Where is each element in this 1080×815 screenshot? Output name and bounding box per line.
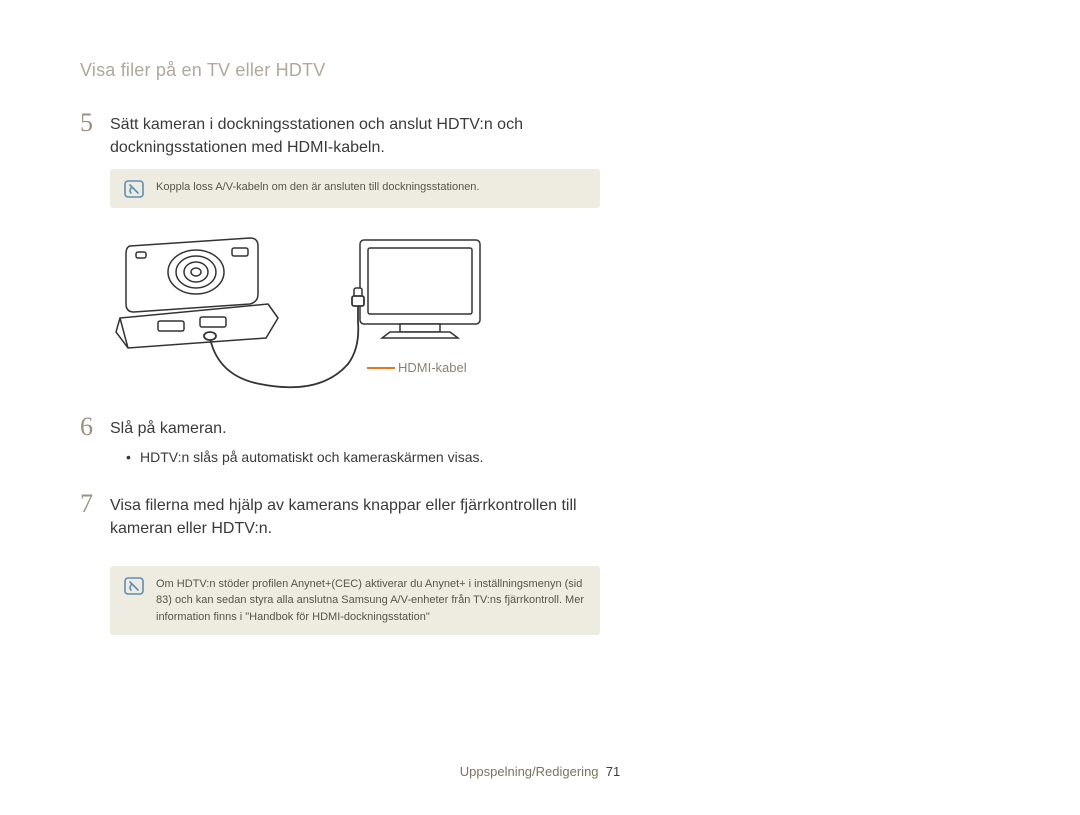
note-box-2: Om HDTV:n stöder profilen Anynet+(CEC) a… [110,566,600,636]
step-text: Visa filerna med hjälp av kamerans knapp… [110,490,600,540]
footer-page-number: 71 [606,764,620,779]
step-number: 6 [80,413,110,479]
footer-section: Uppspelning/Redigering [460,764,599,779]
note-icon [124,577,146,595]
connection-diagram: HDMI-kabel [110,226,490,401]
callout-line [367,367,395,369]
manual-page: Visa filer på en TV eller HDTV 5 Sätt ka… [0,0,1080,815]
step-text: Sätt kameran i dockningsstationen och an… [110,109,600,159]
bullet-list: • HDTV:n slås på automatiskt och kameras… [110,447,600,468]
breadcrumb: Visa filer på en TV eller HDTV [80,60,1000,81]
note-text: Om HDTV:n stöder profilen Anynet+(CEC) a… [156,576,586,626]
step-number: 7 [80,490,110,540]
step-text: Slå på kameran. • HDTV:n slås på automat… [110,413,600,479]
note-box-1: Koppla loss A/V-kabeln om den är anslute… [110,169,600,208]
bullet-dot: • [126,447,140,468]
step-7: 7 Visa filerna med hjälp av kamerans kna… [80,490,600,540]
step-6-text: Slå på kameran. [110,420,227,437]
bullet-item: • HDTV:n slås på automatiskt och kameras… [126,447,600,468]
note-text: Koppla loss A/V-kabeln om den är anslute… [156,179,479,196]
main-column: 5 Sätt kameran i dockningsstationen och … [80,109,600,635]
bullet-text: HDTV:n slås på automatiskt och kameraskä… [140,447,483,468]
step-number: 5 [80,109,110,159]
diagram-label: HDMI-kabel [398,360,467,375]
step-5: 5 Sätt kameran i dockningsstationen och … [80,109,600,159]
step-6: 6 Slå på kameran. • HDTV:n slås på autom… [80,413,600,479]
page-footer: Uppspelning/Redigering 71 [0,764,1080,779]
note-icon [124,180,146,198]
